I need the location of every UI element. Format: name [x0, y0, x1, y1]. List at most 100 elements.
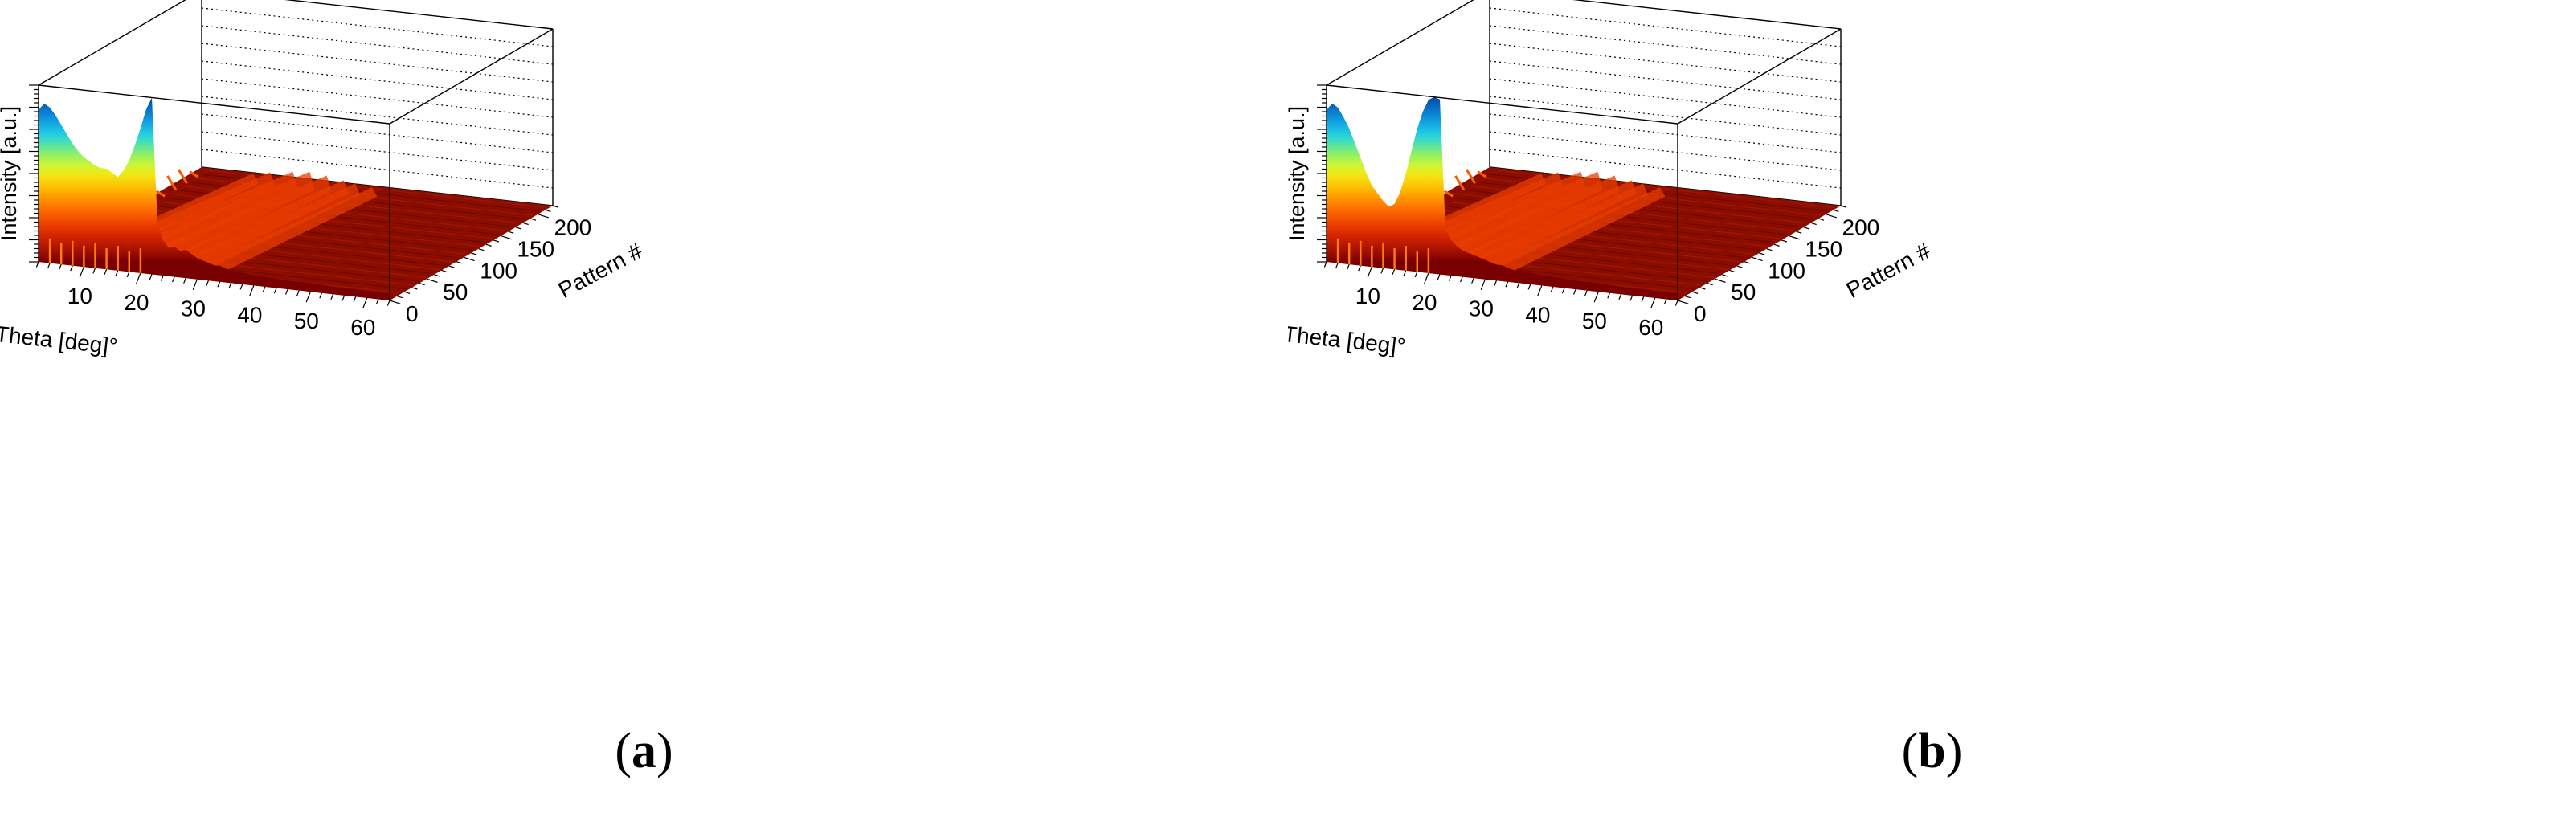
chart-b-y-tick: [1766, 248, 1773, 251]
chart-b-y-tick-label: 100: [1768, 258, 1805, 283]
chart-b-grid-line: [1489, 131, 1842, 171]
chart-a-y-tick: [389, 300, 401, 304]
chart-b-x-tick-label: 20: [1412, 290, 1437, 315]
chart-b-x-tick: [1629, 295, 1634, 301]
chart-b-x-tick: [1550, 286, 1554, 292]
chart-b-z-axis-title: Intensity [a.u.]: [1288, 106, 1309, 241]
chart-a-x-tick: [305, 291, 311, 303]
chart-a-x-axis-title: 2Theta [deg]°: [0, 320, 119, 358]
chart-a-x-tick: [35, 261, 39, 268]
chart-a-grid-line: [201, 96, 554, 136]
chart-b-y-tick: [1736, 265, 1743, 268]
chart-b-grid-line: [1489, 113, 1842, 153]
chart-a-y-axis-title: Pattern #: [554, 238, 647, 303]
chart-b-floor-stripe: [1491, 169, 1834, 208]
chart-a-x-tick-label: 10: [67, 284, 92, 308]
chart-b-y-tick: [1840, 205, 1846, 208]
chart-a-y-tick: [508, 231, 514, 234]
chart-a-grid-line: [201, 149, 554, 189]
chart-b-grid-line: [1489, 96, 1842, 136]
chart-a-x-tick: [330, 294, 334, 300]
chart-b-x-tick: [1572, 288, 1576, 295]
chart-b-x-tick: [1527, 284, 1531, 290]
chart-b-grid-line: [1489, 43, 1842, 83]
chart-b-x-tick: [1323, 261, 1327, 268]
chart-a-grid-line: [201, 25, 554, 65]
chart-b-y-tick: [1722, 274, 1728, 277]
chart-a-y-tick: [530, 218, 537, 221]
chart-a-grid-line: [201, 7, 554, 47]
chart-a-x-tick: [160, 275, 164, 281]
chart-a-y-tick: [545, 209, 551, 213]
chart-a-y-tick: [493, 239, 500, 243]
chart-a-x-tick: [319, 292, 322, 299]
chart-a-grid-line: [201, 131, 554, 171]
chart-b-x-axis-title: 2Theta [deg]°: [1288, 320, 1407, 358]
chart-b-y-tick: [1714, 278, 1726, 283]
chart-b-y-tick: [1752, 256, 1763, 262]
chart-b-y-tick: [1677, 300, 1689, 304]
chart-a-x-tick: [239, 284, 243, 290]
chart-b-y-tick-label: 150: [1805, 237, 1842, 262]
chart-a-x-tick-label: 30: [181, 296, 206, 321]
chart-b-x-tick: [1537, 285, 1543, 296]
chart-b-y-tick: [1759, 252, 1765, 255]
chart-a-y-tick: [522, 222, 529, 226]
chart-b-y-tick: [1685, 296, 1691, 299]
panel-label-b: (b): [1901, 724, 1963, 778]
chart-b-y-tick: [1744, 261, 1750, 264]
chart-a-x-tick: [375, 299, 379, 305]
chart-a-ridge-left: [166, 175, 178, 191]
chart-b-y-tick: [1729, 269, 1736, 273]
chart-a-x-tick: [206, 280, 210, 286]
chart-b-grid-line: [1489, 60, 1842, 100]
chart-b-x-tick: [1650, 297, 1656, 309]
chart-a-y-tick: [485, 243, 492, 247]
chart-a-floor-stripe: [203, 169, 546, 208]
chart-a-x-tick: [192, 279, 198, 290]
chart-b-x-tick: [1674, 300, 1678, 306]
chart-a-y-tick: [441, 269, 448, 273]
chart-b-x-tick-label: 40: [1525, 302, 1550, 327]
chart-a-front-top-edge: [38, 84, 390, 125]
chart-b-y-tick-label: 50: [1731, 280, 1756, 304]
chart-a-grid-line: [201, 78, 554, 118]
chart-a-grid-line: [201, 60, 554, 100]
chart-a-ridge-left: [155, 190, 166, 198]
chart-a-y-tick-label: 50: [443, 280, 468, 304]
chart-b-svg: Intensity [a.u.] 10 20 30 40 50 60 2Theta [deg]…: [1288, 0, 1935, 359]
chart-b-y-tick-label: 200: [1842, 215, 1880, 240]
chart-b-ridge-left: [1477, 170, 1487, 178]
chart-a-x-tick: [172, 276, 175, 283]
chart-b-x-tick: [1471, 277, 1474, 284]
chart-b-y-tick: [1692, 291, 1699, 294]
chart-a-x-tick-label: 20: [124, 290, 149, 315]
chart-b-x-tick: [1593, 291, 1599, 303]
chart-b-grid-line: [1489, 7, 1842, 47]
chart-a-grid-line: [201, 43, 554, 83]
chart-a-x-tick: [104, 269, 108, 276]
chart-a-x-tick: [362, 297, 368, 309]
chart-a-x-tick: [183, 277, 186, 284]
chart-a-x-tick: [136, 272, 141, 284]
chart-a-x-tick: [296, 290, 300, 296]
chart-b-x-tick: [1460, 276, 1463, 283]
chart-b-box-back: [1489, 0, 1842, 206]
chart-b-y-tick: [1826, 214, 1838, 219]
chart-a-svg: Intensity [a.u.] 10 20 30 40 50 60 2Theta [deg]…: [0, 0, 647, 359]
chart-a-y-tick: [434, 274, 440, 277]
chart-a-ridge: [201, 187, 378, 280]
chart-a-y-tick: [538, 214, 550, 219]
chart-a-ridge-left: [177, 169, 189, 185]
chart-a-y-tick: [464, 256, 475, 262]
chart-a-y-tick: [478, 248, 485, 251]
chart-a-x-tick-label: 40: [237, 302, 262, 327]
chart-a-x-tick: [341, 295, 346, 301]
chart-panel-a: Intensity [a.u.] 10 20 30 40 50 60 2Theta [deg]…: [0, 0, 673, 778]
chart-a-x-tick: [353, 296, 357, 303]
chart-a-x-tick: [228, 283, 232, 289]
chart-a-x-tick: [273, 288, 277, 294]
chart-b-ridge-left: [1465, 169, 1477, 185]
chart-b-ridge: [1489, 187, 1666, 280]
chart-b-x-tick: [1335, 263, 1339, 269]
